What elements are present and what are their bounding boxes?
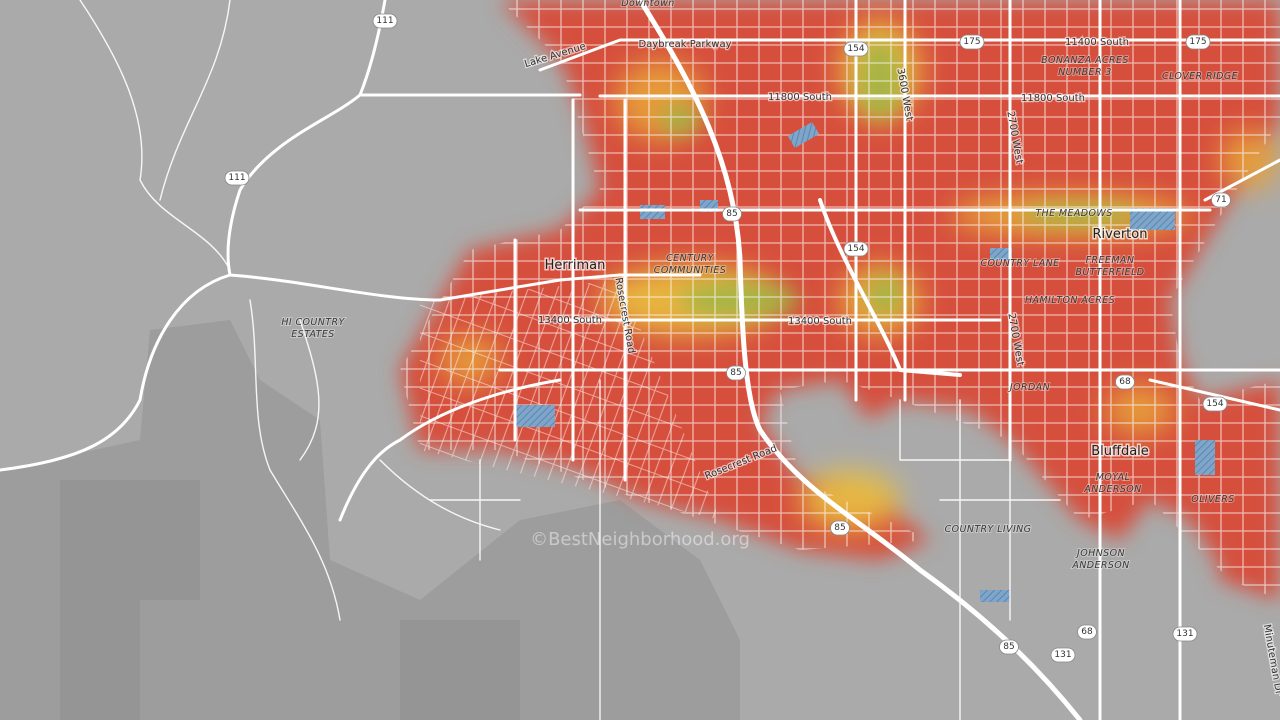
place-label-line: CLOVER RIDGE: [1162, 71, 1238, 82]
shield-body: [1050, 647, 1076, 663]
shield-number: 175: [963, 37, 980, 47]
shield-body: [726, 365, 746, 381]
shield-body: [1211, 192, 1231, 208]
shield-number: 85: [834, 523, 845, 533]
place-label: MOYAL ANDERSON: [1083, 472, 1141, 495]
route-shield: 68: [1115, 374, 1135, 390]
route-shield: 71: [1211, 192, 1231, 208]
shield-body: [843, 41, 869, 57]
route-shield: 175: [959, 34, 985, 50]
place-label: CLOVER RIDGE: [1162, 71, 1238, 82]
route-shield: 85: [830, 520, 850, 536]
place-label: Downtown: [621, 0, 674, 9]
shield-number: 111: [376, 16, 393, 26]
place-label: THE MEADOWS: [1035, 208, 1112, 219]
place-label-line: COUNTRY LANE: [980, 258, 1059, 269]
city-label: Riverton: [1093, 227, 1148, 242]
place-label-line: HI COUNTRY: [281, 317, 345, 328]
place-label-line: THE MEADOWS: [1035, 208, 1112, 219]
shield-body: [224, 170, 250, 186]
route-shield: 131: [1172, 626, 1198, 642]
shield-body: [830, 520, 850, 536]
shield-number: 68: [1081, 627, 1093, 637]
place-label: COUNTRY LIVING: [945, 524, 1032, 535]
shield-number: 71: [1215, 195, 1226, 205]
shield-number: 131: [1176, 629, 1193, 639]
road-label: Daybreak Parkway: [638, 39, 731, 50]
shield-body: [1115, 374, 1135, 390]
place-label-line: COMMUNITIES: [654, 265, 726, 276]
labels: Downtown BONANZA ACRES NUMBER 3 CLOVER RIDG…: [224, 0, 1280, 698]
route-shield: 154: [843, 241, 869, 257]
place-label-line: ANDERSON: [1071, 560, 1129, 571]
place-label: BONANZA ACRES NUMBER 3: [1041, 55, 1129, 78]
place-label-line: Downtown: [621, 0, 674, 9]
shield-number: 154: [1206, 399, 1223, 409]
shield-number: 154: [847, 44, 864, 54]
city-label: Herriman: [545, 258, 606, 273]
heat-layer: [400, 0, 1280, 602]
shield-body: [959, 34, 985, 50]
shield-body: [999, 639, 1019, 655]
place-label-line: BONANZA ACRES: [1041, 55, 1129, 66]
route-shield: 111: [372, 13, 398, 29]
place-label: HI COUNTRY ESTATES: [281, 317, 345, 340]
city-label: Bluffdale: [1091, 444, 1149, 459]
place-label: COUNTRY LANE: [980, 258, 1059, 269]
shield-number: 154: [847, 244, 864, 254]
shield-number: 131: [1054, 650, 1071, 660]
road-label: 11800 South: [768, 92, 832, 103]
place-label: HAMILTON ACRES: [1025, 295, 1115, 306]
road-label: 13400 South: [788, 316, 852, 327]
route-shield: 68: [1077, 624, 1097, 640]
route-shield: 85: [999, 639, 1019, 655]
road-label: 11400 South: [1065, 37, 1129, 48]
place-label-line: OLIVERS: [1191, 494, 1235, 505]
place-label: JOHNSON ANDERSON: [1071, 548, 1129, 571]
place-label-line: JOHNSON: [1075, 548, 1125, 559]
place-label-line: COUNTRY LIVING: [945, 524, 1032, 535]
place-label: CENTURY COMMUNITIES: [654, 253, 726, 276]
place-label-line: CENTURY: [666, 253, 714, 264]
place-label: JORDAN: [1008, 382, 1050, 393]
route-shield: 154: [843, 41, 869, 57]
place-label-line: MOYAL: [1096, 472, 1131, 483]
shield-body: [1077, 624, 1097, 640]
place-label-line: FREEMAN: [1086, 255, 1135, 266]
route-shield: 111: [224, 170, 250, 186]
shield-body: [1202, 396, 1228, 412]
route-shield: 85: [726, 365, 746, 381]
route-shield: 85: [722, 206, 742, 222]
place-label-line: HAMILTON ACRES: [1025, 295, 1115, 306]
place-label-line: JORDAN: [1008, 382, 1050, 393]
shield-body: [1172, 626, 1198, 642]
shield-body: [372, 13, 398, 29]
place-label-line: NUMBER 3: [1058, 67, 1112, 78]
place-label-line: ANDERSON: [1083, 484, 1141, 495]
shield-number: 111: [228, 173, 245, 183]
shield-number: 68: [1119, 377, 1131, 387]
place-label: FREEMAN BUTTERFIELD: [1076, 255, 1145, 278]
route-shield: 131: [1050, 647, 1076, 663]
shield-number: 85: [730, 368, 741, 378]
place-label-line: ESTATES: [291, 329, 334, 340]
route-shield: 154: [1202, 396, 1228, 412]
shield-body: [1185, 34, 1211, 50]
road-label: 11800 South: [1021, 93, 1085, 104]
place-label: OLIVERS: [1191, 494, 1235, 505]
watermark: ©BestNeighborhood.org: [530, 529, 750, 550]
shield-number: 175: [1189, 37, 1206, 47]
shield-body: [722, 206, 742, 222]
shield-body: [843, 241, 869, 257]
shield-number: 85: [1003, 642, 1014, 652]
road-label: 13400 South: [538, 315, 602, 326]
route-shield: 175: [1185, 34, 1211, 50]
shield-number: 85: [726, 209, 737, 219]
place-label-line: BUTTERFIELD: [1076, 267, 1145, 278]
